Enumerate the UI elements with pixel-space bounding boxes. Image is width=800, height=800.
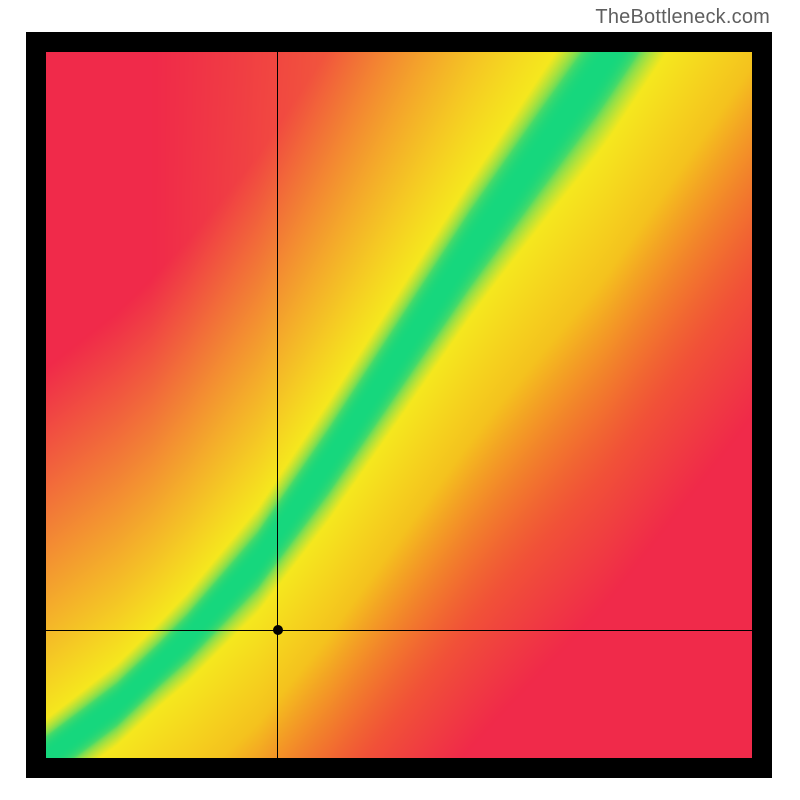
heatmap-canvas [46, 52, 752, 758]
crosshair-vertical [277, 52, 278, 758]
chart-container: TheBottleneck.com [0, 0, 800, 800]
crosshair-horizontal [46, 630, 752, 631]
crosshair-marker [273, 625, 283, 635]
heatmap-plot [46, 52, 752, 758]
watermark-text: TheBottleneck.com [595, 6, 770, 29]
